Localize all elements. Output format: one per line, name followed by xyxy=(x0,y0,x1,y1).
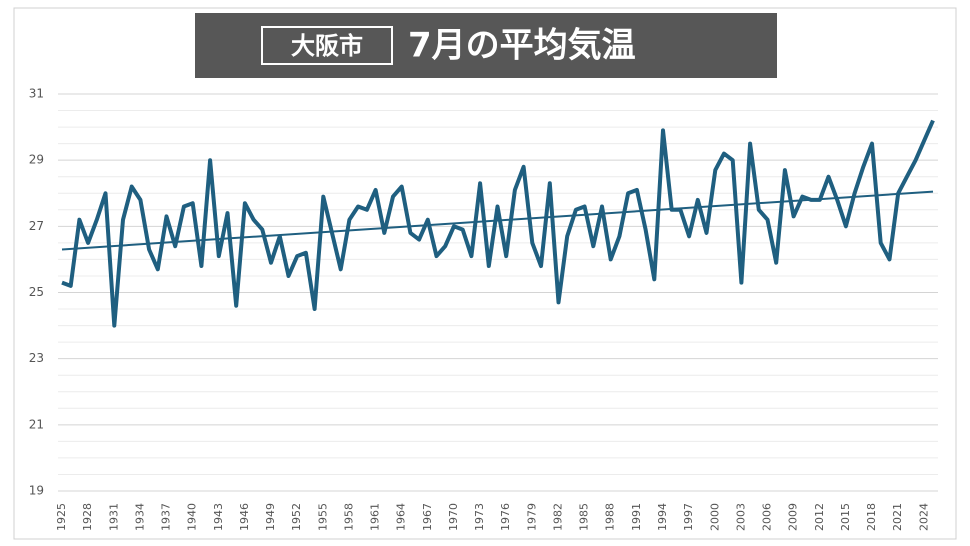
x-tick-label: 1985 xyxy=(578,503,591,531)
title-tag-box xyxy=(261,26,393,65)
x-tick-label: 1970 xyxy=(447,503,460,531)
x-tick-label: 1967 xyxy=(421,503,434,531)
x-tick-label: 1934 xyxy=(133,503,146,531)
x-tick-label: 2024 xyxy=(917,503,930,531)
x-tick-label: 2009 xyxy=(787,503,800,531)
x-tick-label: 1973 xyxy=(473,503,486,531)
x-tick-label: 1964 xyxy=(395,503,408,531)
x-tick-label: 2003 xyxy=(734,503,747,531)
x-tick-label: 1955 xyxy=(316,503,329,531)
data-line xyxy=(61,119,935,328)
y-tick-label: 23 xyxy=(29,351,44,365)
trend-line xyxy=(61,190,934,251)
x-tick-label: 1925 xyxy=(55,503,68,531)
y-tick-label: 19 xyxy=(29,484,44,498)
x-tick-label: 1949 xyxy=(264,503,277,531)
x-tick-label: 1928 xyxy=(81,503,94,531)
x-tick-label: 2000 xyxy=(708,503,721,531)
x-tick-label: 2018 xyxy=(865,503,878,531)
x-tick-label: 1976 xyxy=(499,503,512,531)
x-tick-label: 1997 xyxy=(682,503,695,531)
x-tick-label: 1994 xyxy=(656,503,669,531)
x-tick-label: 2006 xyxy=(761,503,774,531)
x-tick-label: 1946 xyxy=(238,503,251,531)
y-tick-label: 27 xyxy=(29,219,44,233)
x-tick-label: 1988 xyxy=(604,503,617,531)
x-tick-label: 1952 xyxy=(290,503,303,531)
title-banner xyxy=(195,13,777,78)
chart-title: 7月の平均気温 xyxy=(408,26,636,66)
title-tag: 大阪市 xyxy=(291,32,363,60)
x-tick-label: 2015 xyxy=(839,503,852,531)
x-tick-label: 2021 xyxy=(891,503,904,531)
x-tick-label: 1979 xyxy=(525,503,538,531)
x-tick-label: 1982 xyxy=(551,503,564,531)
y-tick-label: 31 xyxy=(29,87,44,101)
x-tick-label: 1943 xyxy=(212,503,225,531)
frame xyxy=(13,7,957,540)
y-tick-label: 21 xyxy=(29,417,44,431)
y-tick-label: 29 xyxy=(29,153,44,167)
x-tick-label: 1958 xyxy=(342,503,355,531)
x-tick-label: 2012 xyxy=(813,503,826,531)
x-tick-label: 1991 xyxy=(630,503,643,531)
x-tick-label: 1931 xyxy=(107,503,120,531)
y-tick-label: 25 xyxy=(29,285,44,299)
x-tick-label: 1961 xyxy=(369,503,382,531)
x-tick-label: 1940 xyxy=(186,503,199,531)
x-tick-label: 1937 xyxy=(160,503,173,531)
